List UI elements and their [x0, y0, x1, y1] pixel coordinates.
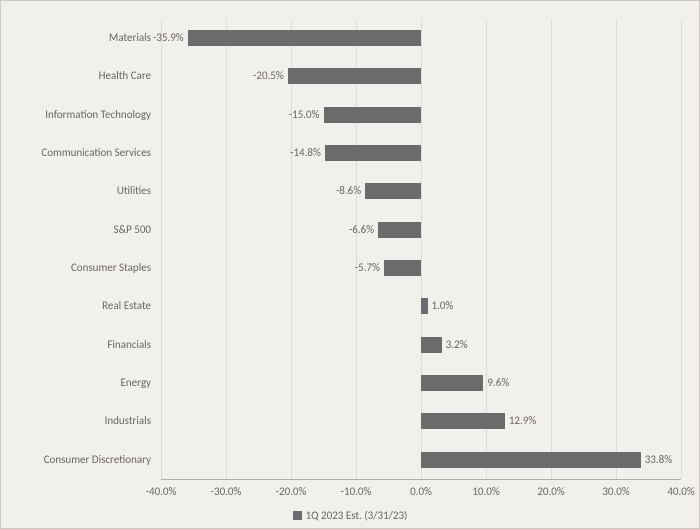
bar-row: 12.9%: [161, 402, 681, 440]
category-label: Consumer Staples: [1, 249, 151, 287]
x-tick-label: 0.0%: [410, 485, 432, 498]
category-label: Communication Services: [1, 134, 151, 172]
bar-row: -6.6%: [161, 211, 681, 249]
legend: 1Q 2023 Est. (3/31/23): [1, 508, 699, 522]
category-label: Real Estate: [1, 287, 151, 325]
bar: [384, 260, 421, 276]
value-label: -15.0%: [289, 96, 320, 134]
bar-row: -20.5%: [161, 57, 681, 95]
bar: [421, 413, 505, 429]
bar-row: 3.2%: [161, 326, 681, 364]
category-label: Health Care: [1, 57, 151, 95]
bar-row: -5.7%: [161, 249, 681, 287]
bar: [421, 298, 428, 314]
x-tick-label: -20.0%: [276, 485, 307, 498]
bar: [188, 30, 421, 46]
value-label: -8.6%: [336, 172, 361, 210]
bar: [325, 145, 421, 161]
category-label: Financials: [1, 326, 151, 364]
value-label: 33.8%: [645, 441, 672, 479]
value-label: 3.2%: [446, 326, 468, 364]
bar: [421, 452, 641, 468]
category-label: Consumer Discretionary: [1, 441, 151, 479]
plot-area: -40.0%-30.0%-20.0%-10.0%0.0%10.0%20.0%30…: [161, 19, 681, 480]
value-label: 9.6%: [487, 364, 509, 402]
category-label: S&P 500: [1, 211, 151, 249]
value-label: -6.6%: [349, 211, 374, 249]
x-tick-label: -30.0%: [211, 485, 242, 498]
legend-text: 1Q 2023 Est. (3/31/23): [306, 509, 408, 522]
legend-swatch: [293, 511, 302, 520]
bar-row: -8.6%: [161, 172, 681, 210]
bar-row: 33.8%: [161, 441, 681, 479]
category-label: Utilities: [1, 172, 151, 210]
bar: [421, 375, 483, 391]
x-tick-label: -40.0%: [146, 485, 177, 498]
bar-row: -35.9%: [161, 19, 681, 57]
category-label: Energy: [1, 364, 151, 402]
x-tick-label: 30.0%: [602, 485, 629, 498]
value-label: -20.5%: [253, 57, 284, 95]
value-label: -14.8%: [290, 134, 321, 172]
bar-row: 1.0%: [161, 287, 681, 325]
value-label: -5.7%: [355, 249, 380, 287]
bar-row: 9.6%: [161, 364, 681, 402]
value-label: 1.0%: [432, 287, 454, 325]
bar: [288, 68, 421, 84]
category-label: Materials: [1, 19, 151, 57]
category-label: Information Technology: [1, 96, 151, 134]
bar: [421, 337, 442, 353]
bar: [378, 222, 421, 238]
value-label: -35.9%: [153, 19, 184, 57]
bar-row: -15.0%: [161, 96, 681, 134]
gridline: [681, 19, 682, 479]
bar: [324, 107, 422, 123]
x-tick-label: -10.0%: [341, 485, 372, 498]
value-label: 12.9%: [509, 402, 536, 440]
bar-row: -14.8%: [161, 134, 681, 172]
x-tick-label: 20.0%: [537, 485, 564, 498]
x-tick-label: 40.0%: [667, 485, 694, 498]
category-label: Industrials: [1, 402, 151, 440]
bar: [365, 183, 421, 199]
x-tick-label: 10.0%: [472, 485, 499, 498]
